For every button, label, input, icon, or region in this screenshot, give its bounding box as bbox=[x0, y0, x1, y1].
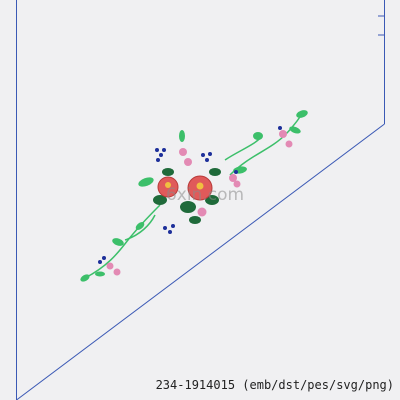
watermark: 6xin.com bbox=[166, 185, 244, 205]
caption: 234-1914015 (emb/dst/pes/svg/png) bbox=[156, 378, 394, 392]
fabric-outline bbox=[16, 0, 385, 400]
embroidery-design bbox=[80, 110, 308, 282]
